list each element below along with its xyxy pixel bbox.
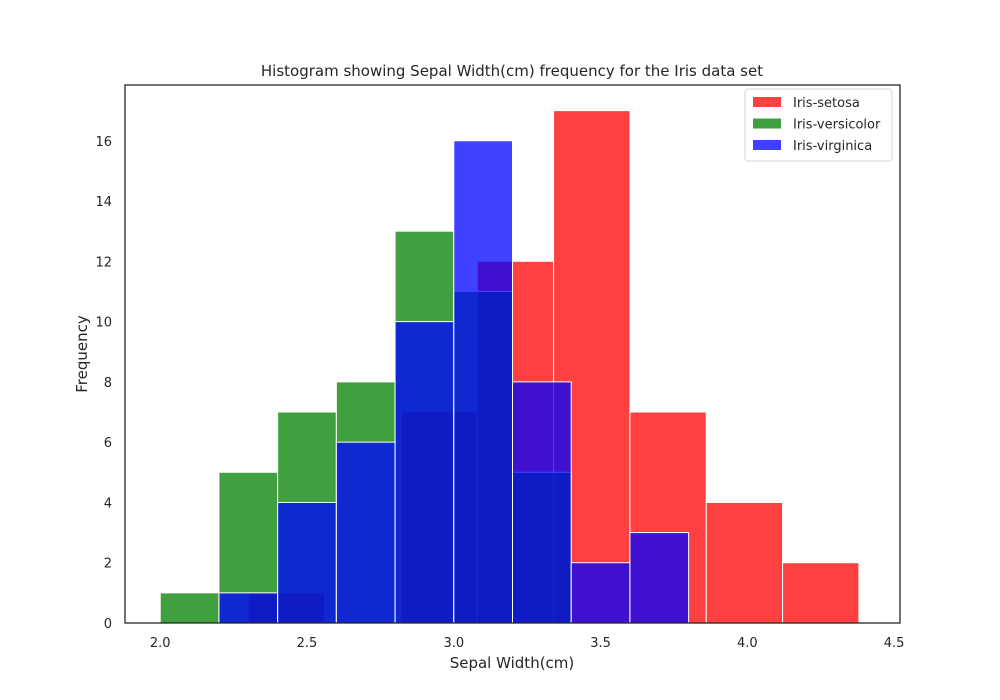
bar-iris-versicolor-0 [159, 592, 220, 624]
legend-label: Iris-virginica [793, 139, 872, 154]
bar-iris-virginica-3 [394, 321, 455, 624]
bar-iris-virginica-2 [335, 441, 396, 624]
y-tick-label: 4 [104, 496, 112, 511]
legend-swatch [753, 97, 781, 107]
bar-iris-virginica-0 [218, 592, 279, 624]
histogram-bars [159, 110, 860, 624]
y-tick-label: 10 [95, 316, 112, 331]
legend-item: Iris-virginica [753, 139, 872, 154]
x-axis-label: Sepal Width(cm) [450, 654, 575, 672]
x-tick-label: 3.0 [443, 636, 464, 651]
plot-area [124, 84, 901, 624]
x-axis-ticks: 2.0 2.5 3.0 3.5 4.0 4.5 [150, 636, 905, 651]
x-tick-label: 2.5 [297, 636, 318, 651]
bar-iris-virginica-4 [453, 140, 513, 624]
plot-frame [124, 84, 901, 624]
y-tick-label: 12 [95, 255, 112, 270]
y-axis-ticks: 0 2 4 6 8 10 12 14 16 [95, 135, 112, 632]
legend-label: Iris-setosa [793, 96, 860, 111]
bar-iris-setosa-7 [782, 562, 860, 624]
legend: Iris-setosa Iris-versicolor Iris-virginica [744, 88, 893, 162]
x-tick-label: 4.5 [884, 636, 905, 651]
chart-title: Histogram showing Sepal Width(cm) freque… [261, 62, 763, 80]
y-tick-label: 14 [95, 195, 112, 210]
x-tick-label: 3.5 [590, 636, 611, 651]
series-iris-virginica [218, 140, 690, 624]
y-tick-label: 8 [104, 376, 112, 391]
legend-swatch [753, 118, 781, 129]
y-tick-label: 0 [104, 617, 112, 632]
bar-iris-setosa-6 [705, 501, 784, 624]
bar-iris-virginica-7 [629, 532, 690, 624]
y-tick-label: 6 [104, 436, 112, 451]
legend-item: Iris-setosa [753, 96, 860, 111]
bar-iris-virginica-5 [512, 381, 572, 624]
x-tick-label: 4.0 [737, 636, 758, 651]
bar-iris-virginica-6 [570, 562, 631, 624]
bar-iris-virginica-1 [277, 501, 337, 624]
legend-swatch [753, 140, 781, 150]
y-axis-label: Frequency [73, 315, 91, 393]
x-tick-label: 2.0 [150, 636, 171, 651]
y-tick-label: 2 [104, 557, 112, 572]
legend-box [744, 88, 893, 162]
legend-label: Iris-versicolor [793, 118, 881, 133]
legend-item: Iris-versicolor [753, 118, 881, 133]
y-tick-label: 16 [95, 135, 112, 150]
